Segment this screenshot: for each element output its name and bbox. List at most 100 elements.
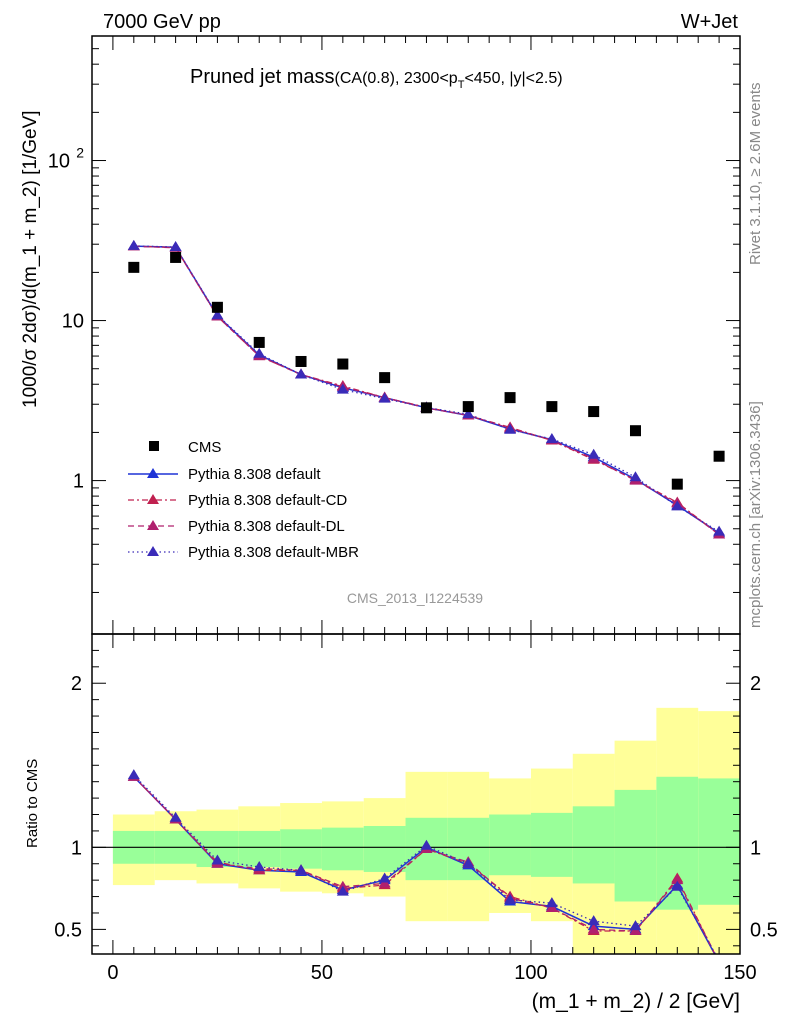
ratio-series-4-point: [462, 857, 475, 868]
main-series-4-point: [629, 471, 642, 482]
main-series-line-4: [133, 245, 720, 533]
main-series-4-point: [671, 500, 684, 511]
main-series-line-1: [133, 245, 720, 534]
main-y-tick-label: 1: [73, 471, 84, 493]
cms-data-point: [128, 261, 140, 273]
cms-data-point: [253, 336, 265, 348]
ratio-series-4-point: [127, 769, 140, 780]
process-label: W+Jet: [681, 11, 739, 33]
cms-data-point: [295, 355, 307, 367]
ratio-y-tick-label-right: 0.5: [750, 919, 778, 941]
legend-marker-cd: [147, 494, 159, 504]
ratio-y-axis-label: Ratio to CMS: [24, 759, 41, 848]
legend-label-mbr: Pythia 8.308 default-MBR: [188, 544, 359, 561]
main-series-4-point: [545, 432, 558, 443]
cms-data-point: [462, 401, 474, 413]
ratio-y-tick-label: 0.5: [54, 919, 82, 941]
ratio-frame: [91, 633, 741, 955]
ratio-series-4-point: [420, 839, 433, 850]
ratio-series-4-point: [253, 861, 266, 872]
ratio-y-tick-label: 1: [71, 837, 82, 859]
legend-item-default: Pythia 8.308 default: [128, 466, 321, 483]
legend-item-cd: Pythia 8.308 default-CD: [128, 492, 347, 509]
cms-data-point: [629, 425, 641, 437]
cms-data-point: [170, 251, 182, 263]
legend: CMS Pythia 8.308 default Pythia 8.308 de…: [128, 439, 359, 561]
ratio-band-inner: [238, 830, 281, 868]
main-y-tick-label: 10: [62, 311, 84, 333]
x-tick-label: 150: [723, 962, 756, 984]
main-series-4-point: [462, 408, 475, 419]
cms-data-point: [211, 301, 223, 313]
main-series-4-point: [169, 241, 182, 252]
main-y-tick-label-exponent: 2: [76, 145, 84, 161]
main-series-4-point: [295, 368, 308, 379]
title-sub-subscript: T: [458, 79, 465, 91]
ratio-y-tick-label-right: 1: [750, 837, 761, 859]
legend-label-cd: Pythia 8.308 default-CD: [188, 492, 347, 509]
x-axis-label: (m_1 + m_2) / 2 [GeV]: [532, 990, 740, 1013]
legend-label-dl: Pythia 8.308 default-DL: [188, 518, 345, 535]
cms-data-point: [420, 402, 432, 414]
ratio-series-4-point: [169, 811, 182, 822]
main-series-4-point: [336, 383, 349, 394]
chart-title: Pruned jet mass(CA(0.8), 2300<pT<450, |y…: [190, 66, 563, 91]
ratio-series-3-point: [587, 923, 600, 934]
legend-marker-mbr: [147, 546, 159, 556]
ratio-band-inner: [698, 778, 740, 905]
ratio-band-inner: [614, 789, 657, 902]
main-series-4-point: [253, 347, 266, 358]
cms-data-point: [379, 372, 391, 384]
ratio-band-inner: [530, 812, 573, 877]
x-tick-label: 0: [107, 962, 118, 984]
legend-item-mbr: Pythia 8.308 default-MBR: [128, 544, 359, 561]
ratio-series-4-point: [671, 880, 684, 891]
ratio-series-4-point: [295, 864, 308, 875]
main-y-axis-label: 1000/σ 2dσ)/d(m_1 + m_2) [1/GeV]: [20, 110, 41, 408]
energy-label: 7000 GeV pp: [103, 11, 221, 33]
title-sub-tail: <450, |y|<2.5): [464, 70, 562, 87]
ratio-band-inner: [321, 827, 364, 871]
analysis-id: CMS_2013_I1224539: [347, 590, 483, 606]
cms-data-point: [671, 478, 683, 490]
rivet-label: Rivet 3.1.10, ≥ 2.6M events: [747, 83, 764, 266]
ratio-band-inner: [572, 806, 615, 884]
ratio-panel: 0.5 0.5 1 1 2 2 0 50 100 150: [54, 633, 778, 984]
main-y-tick-label: 10: [48, 151, 70, 173]
main-series-4-point: [211, 309, 224, 320]
cms-data-point: [337, 358, 349, 370]
main-panel: 1 10 10 2: [48, 35, 741, 635]
ratio-series-4-point: [629, 920, 642, 931]
x-tick-label: 50: [311, 962, 333, 984]
ratio-series-4-point: [504, 893, 517, 904]
legend-label-cms: CMS: [188, 439, 221, 456]
cms-data-point: [588, 406, 600, 418]
ratio-y-tick-label: 2: [71, 673, 82, 695]
title-main: Pruned jet mass: [190, 66, 335, 88]
main-series-4-point: [378, 392, 391, 403]
legend-marker-cms: [149, 441, 159, 451]
x-tick-label: 100: [514, 962, 547, 984]
cms-data-point: [546, 401, 558, 413]
ratio-series-4-point: [336, 885, 349, 896]
ratio-band-inner: [280, 829, 322, 869]
legend-marker-default: [147, 468, 159, 478]
main-series-4-point: [504, 423, 517, 434]
mcplots-label: mcplots.cern.ch [arXiv:1306.3436]: [747, 401, 764, 628]
cms-data-point: [713, 450, 725, 462]
ratio-series-4-point: [211, 854, 224, 865]
legend-item-cms: CMS: [149, 439, 221, 456]
main-series-4-point: [587, 448, 600, 459]
main-series-4-point: [127, 239, 140, 250]
ratio-series-4-point: [378, 872, 391, 883]
legend-marker-dl: [147, 520, 159, 530]
ratio-series-4-point: [545, 897, 558, 908]
ratio-band-inner: [363, 826, 406, 872]
main-series-4-point: [713, 525, 726, 536]
legend-label-default: Pythia 8.308 default: [188, 466, 321, 483]
cms-data-point: [504, 392, 516, 404]
ratio-y-tick-label-right: 2: [750, 673, 761, 695]
ratio-series-4-point: [587, 915, 600, 926]
ratio-band-inner: [447, 817, 490, 881]
